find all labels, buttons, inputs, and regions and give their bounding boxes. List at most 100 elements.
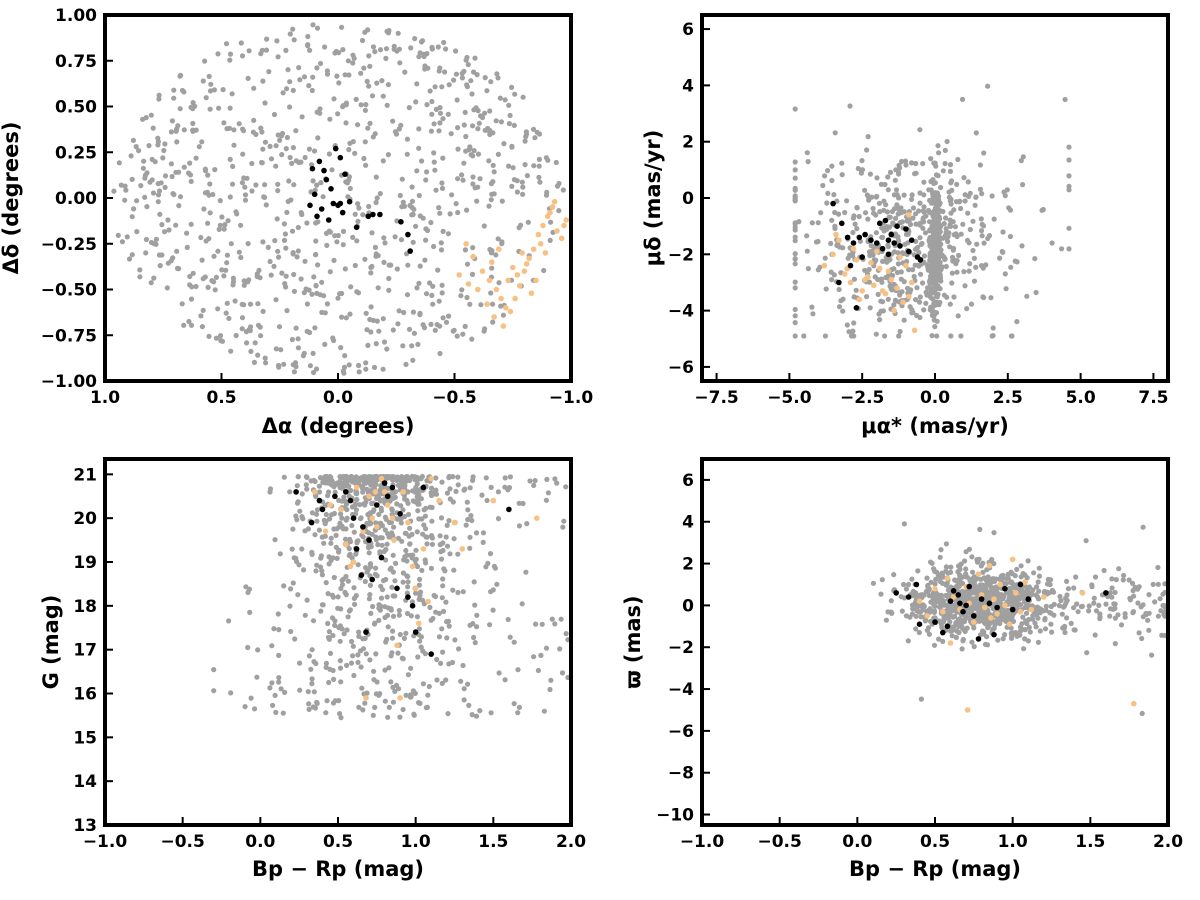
field-point xyxy=(464,499,470,505)
field-point xyxy=(932,205,939,211)
field-point xyxy=(1113,577,1119,583)
field-point xyxy=(412,477,418,483)
cluster-point xyxy=(916,621,923,627)
field-point xyxy=(959,623,965,629)
field-point xyxy=(495,236,501,242)
field-point xyxy=(914,312,920,319)
field-point xyxy=(1064,578,1070,585)
field-point xyxy=(207,106,213,112)
field-point xyxy=(459,75,465,81)
highlight-point xyxy=(493,286,500,293)
field-point xyxy=(885,244,892,250)
field-point xyxy=(467,545,473,551)
field-point xyxy=(251,359,257,365)
field-point xyxy=(438,660,444,667)
field-point xyxy=(945,606,951,612)
field-point xyxy=(181,322,187,328)
cluster-point xyxy=(342,171,348,177)
field-point xyxy=(515,667,521,673)
field-point xyxy=(392,129,398,135)
field-point xyxy=(407,477,413,484)
field-point xyxy=(997,576,1003,582)
field-point xyxy=(991,216,997,222)
field-point xyxy=(141,158,147,164)
field-point xyxy=(927,258,933,264)
field-point xyxy=(268,156,275,162)
field-point xyxy=(164,285,170,291)
field-point xyxy=(488,79,494,85)
highlight-point xyxy=(343,541,349,548)
field-point xyxy=(918,609,924,615)
field-point xyxy=(395,686,402,692)
field-point xyxy=(373,520,379,526)
field-point xyxy=(228,241,234,247)
field-point xyxy=(205,172,211,178)
highlight-point xyxy=(490,497,497,504)
field-point xyxy=(346,552,352,559)
x-tick-label: 0.0 xyxy=(245,832,275,852)
field-point xyxy=(481,328,487,334)
field-point xyxy=(943,231,950,238)
field-point xyxy=(539,621,545,627)
field-point xyxy=(934,318,940,324)
field-point xyxy=(909,160,915,166)
field-point xyxy=(988,295,994,301)
cluster-point xyxy=(377,211,383,218)
field-point xyxy=(384,612,391,619)
field-point xyxy=(866,279,873,285)
field-point xyxy=(242,197,249,203)
highlight-point xyxy=(903,262,909,269)
field-point xyxy=(964,306,970,312)
field-point xyxy=(322,341,328,347)
field-point xyxy=(922,230,929,236)
cluster-point xyxy=(328,186,334,192)
field-point xyxy=(221,120,227,126)
field-point xyxy=(351,55,357,61)
field-point xyxy=(394,266,400,272)
field-point xyxy=(960,638,966,644)
field-point xyxy=(272,238,278,244)
field-point xyxy=(219,338,226,344)
field-point xyxy=(426,683,432,690)
field-point xyxy=(342,353,348,359)
field-point xyxy=(1026,624,1032,630)
field-point xyxy=(342,266,348,272)
field-point xyxy=(928,187,934,193)
field-point xyxy=(1009,333,1015,339)
field-point xyxy=(315,135,321,141)
field-point xyxy=(307,329,313,336)
field-point xyxy=(187,160,193,166)
field-point xyxy=(838,298,844,304)
field-point xyxy=(972,578,978,584)
field-point xyxy=(953,634,960,641)
field-point xyxy=(488,710,494,716)
field-point xyxy=(977,526,983,533)
field-point xyxy=(997,620,1003,627)
field-point xyxy=(368,264,374,270)
field-point xyxy=(366,203,372,210)
field-point xyxy=(396,516,402,522)
highlight-point xyxy=(856,296,863,303)
field-point xyxy=(156,252,163,258)
field-point xyxy=(137,267,143,273)
field-point xyxy=(442,568,448,574)
field-point xyxy=(818,210,824,216)
field-point xyxy=(422,513,428,519)
field-point xyxy=(407,202,413,209)
field-point xyxy=(929,200,935,206)
highlight-point xyxy=(526,255,532,262)
field-point xyxy=(309,647,315,653)
field-point xyxy=(461,160,467,166)
field-point xyxy=(276,627,282,633)
field-point xyxy=(156,92,162,98)
field-point xyxy=(356,362,362,369)
field-point xyxy=(188,221,194,227)
field-point xyxy=(279,270,285,276)
field-point xyxy=(343,315,349,321)
field-point xyxy=(268,272,274,278)
field-point xyxy=(332,622,338,629)
field-point xyxy=(895,237,902,244)
highlight-point xyxy=(833,231,839,238)
field-point xyxy=(520,94,526,100)
field-point xyxy=(484,497,490,504)
